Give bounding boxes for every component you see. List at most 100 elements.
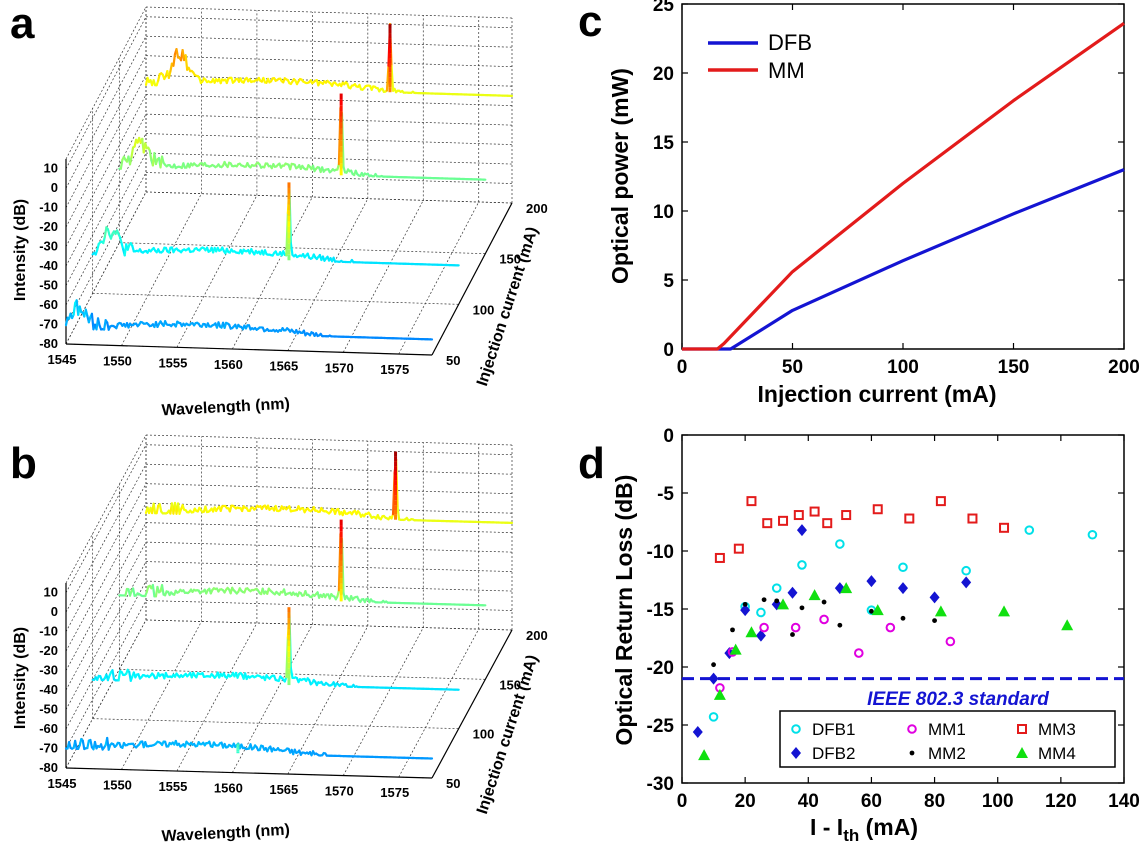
- legend-marker-mm1: [907, 724, 917, 734]
- current-tick-label: 200: [526, 201, 548, 216]
- spectrum-segment: [157, 73, 161, 82]
- grid-line-left-wall: [65, 444, 147, 593]
- spectrum-segment: [103, 226, 108, 238]
- grid-line-back-wall: [145, 55, 513, 68]
- xlabel-d-unit: (mA): [859, 814, 918, 840]
- grid-line-floor: [342, 627, 424, 776]
- spectrum-segment: [119, 158, 124, 170]
- data-point-mm4: [745, 626, 758, 638]
- grid-line-back-wall: [145, 6, 513, 19]
- grid-line-back-wall: [145, 502, 513, 514]
- data-point-mm1: [945, 636, 956, 647]
- grid-line-floor: [398, 201, 480, 355]
- grid-line-floor: [65, 191, 147, 345]
- grid-line-back-wall: [145, 74, 513, 87]
- intensity-tick-label: -40: [39, 258, 58, 273]
- data-point-dfb1: [835, 539, 845, 549]
- grid-line-left-wall: [65, 502, 147, 652]
- data-point-dfb2: [796, 524, 807, 537]
- x-tick-label-c: 50: [782, 357, 803, 378]
- intensity-tick-label: -10: [39, 624, 58, 639]
- wavelength-tick-label: 1545: [48, 776, 77, 791]
- waterfall-curves-a: [64, 22, 514, 341]
- spectrum-segment: [131, 587, 136, 597]
- data-point-dfb1: [771, 583, 782, 593]
- spectrum-segment: [74, 739, 78, 750]
- x-tick-label-c: 100: [887, 357, 919, 378]
- y-tick-label-c: 5: [663, 271, 674, 292]
- grid-line-back-wall: [145, 35, 513, 48]
- grid-line-floor: [287, 625, 369, 775]
- wavelength-tick-label: 1555: [158, 779, 187, 794]
- data-point-mm3: [904, 513, 915, 524]
- intensity-tick-label: 10: [44, 161, 58, 176]
- grid-line-back-wall: [145, 191, 513, 204]
- data-point-mm3: [999, 522, 1010, 533]
- grid-line-back-wall: [145, 172, 513, 184]
- x-tick-label-d: 40: [798, 791, 819, 812]
- data-point-mm3: [793, 510, 804, 521]
- wavelength-axis: [65, 343, 433, 356]
- current-tick-label: 100: [473, 727, 495, 742]
- data-point-dfb2: [866, 575, 877, 588]
- legend-marker-dfb1: [791, 724, 801, 734]
- grid-line-left-wall: [65, 94, 147, 247]
- x-tick-label-d: 140: [1108, 791, 1140, 812]
- current-tick-label: 50: [446, 776, 460, 791]
- series-line-mm: [682, 21, 1125, 351]
- intensity-tick-label: 10: [44, 585, 58, 600]
- grid-line-back-wall: [145, 580, 513, 592]
- spectrum-segment: [111, 669, 116, 681]
- grid-line-back-wall: [145, 561, 513, 572]
- ylabel-a: Intensity (dB): [12, 199, 29, 301]
- legend-marker-mm4: [1016, 747, 1028, 758]
- grid-line-left-wall: [65, 36, 147, 189]
- data-point-mm3: [935, 496, 946, 507]
- points-d: [692, 496, 1098, 761]
- grid-line-left-wall: [65, 16, 147, 169]
- legend-marker-dfb2: [791, 747, 801, 759]
- data-point-mm4: [777, 598, 790, 610]
- current-tick-label: 50: [446, 353, 460, 368]
- spectrum-segment: [148, 149, 153, 162]
- x-tick-label-d: 20: [735, 791, 756, 812]
- spectrum-segment: [72, 301, 77, 316]
- ylabel-c: Optical power (mW): [607, 68, 633, 284]
- panel-label-b: b: [10, 439, 37, 488]
- data-point-mm2: [900, 615, 906, 621]
- intensity-tick-label: -20: [39, 219, 58, 234]
- current-axis: [431, 629, 513, 779]
- grid-line-left-wall: [65, 113, 147, 267]
- legend-label-dfb1: DFB1: [812, 720, 855, 739]
- y-tick-label-c: 20: [653, 64, 674, 85]
- x-tick-label-c: 150: [998, 357, 1030, 378]
- grid-line-left-wall: [65, 541, 147, 691]
- panel-label-a: a: [10, 0, 35, 48]
- y-tick-label-c: 10: [653, 202, 674, 223]
- y-tick-label-d: 0: [663, 426, 674, 447]
- spectrum-segment: [86, 739, 90, 750]
- wavelength-tick-label: 1575: [380, 362, 409, 377]
- spectrum-segment: [128, 155, 133, 166]
- grid-line-floor: [145, 191, 513, 204]
- intensity-tick-label: -10: [39, 200, 58, 215]
- wavelength-tick-label: 1550: [103, 354, 132, 369]
- data-point-mm2: [790, 632, 795, 637]
- grid-line-back-wall: [145, 541, 513, 553]
- intensity-tick-label: 0: [51, 604, 58, 619]
- grid-line-floor: [287, 198, 369, 351]
- legend-label-mm1: MM1: [928, 720, 966, 739]
- data-point-mm3: [841, 510, 852, 521]
- wavelength-tick-label: 1570: [325, 784, 354, 799]
- grid-line-left-wall: [65, 561, 147, 710]
- spectrum-segment: [158, 503, 163, 513]
- grid-line-left-wall: [65, 133, 147, 286]
- lines-c: [682, 21, 1125, 351]
- grid-line-floor: [232, 196, 313, 350]
- data-point-mm3: [733, 543, 744, 554]
- spectrum-segment: [64, 316, 69, 327]
- grid-line-left-wall: [65, 580, 147, 730]
- spectrum-segment: [124, 587, 129, 597]
- ieee-reference-label: IEEE 802.3 standard: [867, 689, 1049, 710]
- data-point-mm2: [711, 662, 716, 668]
